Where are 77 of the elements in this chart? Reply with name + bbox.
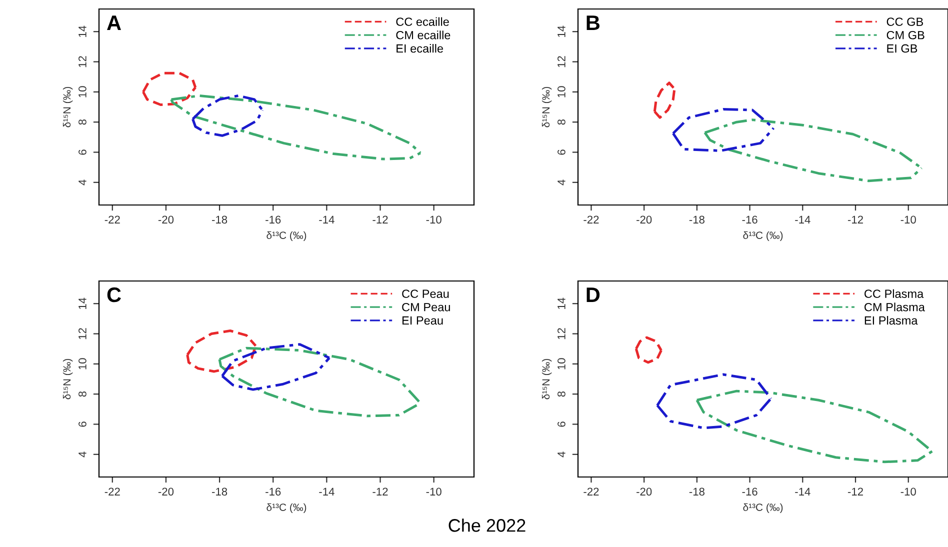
y-tick-label: 6	[78, 150, 86, 155]
x-tick-label: -22	[584, 216, 599, 224]
x-tick-label: -20	[158, 216, 174, 224]
x-tick-label: -14	[319, 488, 334, 496]
x-axis-title: δ¹³C (‰)	[266, 503, 306, 514]
x-tick-label: -22	[104, 488, 120, 496]
x-tick-label: -16	[266, 216, 281, 224]
y-tick-label: 10	[558, 358, 566, 370]
y-tick-label: 8	[78, 391, 86, 397]
y-tick-label: 4	[558, 452, 566, 458]
x-tick-label: -12	[372, 216, 388, 224]
legend-label: CM Plasma	[864, 302, 925, 312]
x-tick-label: -10	[900, 488, 916, 496]
x-tick-label: -22	[584, 488, 599, 496]
legend-label: CC GB	[886, 18, 924, 26]
y-tick-label: 14	[558, 298, 566, 309]
x-tick-label: -10	[426, 216, 442, 224]
y-tick-label: 4	[78, 452, 86, 458]
x-tick-label: -14	[795, 216, 810, 224]
chart-title: C	[107, 287, 121, 302]
y-tick-label: 6	[558, 422, 566, 427]
y-tick-label: 14	[558, 26, 566, 37]
x-axis-title: δ¹³C (‰)	[743, 503, 783, 514]
y-tick-label: 12	[78, 328, 86, 340]
x-tick-label: -20	[636, 216, 652, 224]
x-tick-label: -12	[848, 488, 863, 496]
legend-label: CM GB	[886, 30, 924, 40]
x-tick-label: -12	[372, 488, 388, 496]
x-tick-label: -18	[212, 216, 228, 224]
x-tick-label: -18	[689, 216, 704, 224]
legend-label: EI Plasma	[864, 316, 918, 325]
y-tick-label: 14	[78, 26, 86, 37]
y-tick-label: 8	[78, 119, 86, 125]
y-tick-label: 10	[78, 358, 86, 370]
y-tick-label: 12	[78, 56, 86, 68]
text: Che 2022	[448, 518, 526, 532]
y-tick-label: 4	[78, 180, 86, 186]
x-tick-label: -16	[742, 216, 758, 224]
y-tick-label: 8	[558, 119, 566, 125]
y-axis-title: δ¹⁵N (‰)	[542, 358, 552, 400]
legend-label: CM ecaille	[396, 30, 450, 40]
y-tick-label: 6	[558, 150, 566, 155]
x-tick-label: -10	[426, 488, 442, 496]
legend-label: CM Peau	[402, 302, 450, 312]
x-axis-title: δ¹³C (‰)	[266, 231, 306, 242]
x-tick-label: -20	[158, 488, 174, 496]
legend-label: CC Peau	[402, 290, 449, 298]
chart-title: A	[107, 16, 121, 30]
x-tick-label: -18	[212, 488, 228, 496]
x-tick-label: -16	[742, 488, 758, 496]
y-tick-label: 10	[78, 86, 86, 98]
y-axis-title: δ¹⁵N (‰)	[62, 358, 73, 400]
chart-title: D	[586, 288, 600, 302]
legend-label: CC ecaille	[396, 17, 449, 26]
legend-label: EI ecaille	[396, 44, 444, 53]
chart-title: B	[586, 16, 600, 30]
y-tick-label: 14	[78, 298, 86, 309]
x-tick-label: -12	[848, 216, 863, 224]
y-tick-label: 12	[558, 56, 566, 68]
legend-label: EI Peau	[402, 316, 443, 325]
y-tick-label: 10	[558, 86, 566, 98]
y-axis-title: δ¹⁵N (‰)	[62, 86, 73, 128]
y-tick-label: 12	[558, 328, 566, 340]
x-tick-label: -20	[636, 488, 652, 496]
y-tick-label: 8	[558, 391, 566, 397]
x-tick-label: -10	[900, 216, 916, 224]
y-tick-label: 4	[558, 180, 566, 186]
legend-label: CC Plasma	[864, 289, 924, 298]
x-tick-label: -16	[266, 488, 281, 496]
y-axis-title: δ¹⁵N (‰)	[542, 86, 552, 128]
legend-label: EI GB	[887, 44, 918, 53]
x-tick-label: -18	[689, 488, 704, 496]
y-tick-label: 6	[78, 422, 86, 427]
x-tick-label: -22	[104, 216, 120, 224]
x-axis-title: δ¹³C (‰)	[743, 231, 783, 242]
x-tick-label: -14	[795, 488, 810, 496]
x-tick-label: -14	[319, 216, 334, 224]
